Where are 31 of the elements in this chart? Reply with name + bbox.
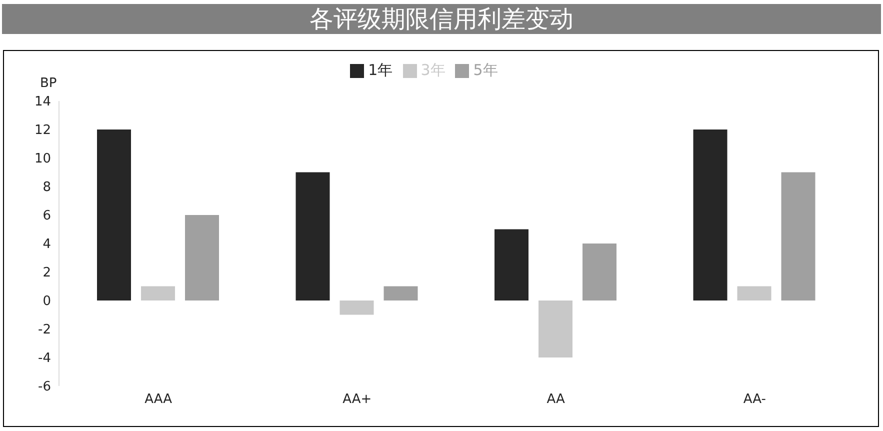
- y-tick-label: 6: [42, 208, 51, 224]
- bar: [494, 229, 528, 300]
- bar: [737, 286, 772, 300]
- x-tick-label: AAA: [144, 392, 172, 408]
- bar: [582, 244, 616, 300]
- x-tick-label: AA: [546, 392, 566, 408]
- bar: [141, 286, 175, 300]
- x-tick-label: AA-: [743, 392, 766, 408]
- bar: [538, 300, 572, 358]
- bar: [384, 286, 418, 300]
- legend-label: 1年: [368, 61, 393, 79]
- chart-title: 各评级期限信用利差变动: [2, 4, 881, 34]
- y-tick-label: -2: [38, 322, 51, 338]
- y-tick-label: 4: [42, 237, 51, 252]
- bar: [693, 130, 728, 300]
- bar: [781, 172, 816, 300]
- legend-label: 5年: [473, 61, 498, 79]
- y-tick-label: 2: [42, 266, 51, 281]
- y-tick-label: 8: [42, 180, 51, 196]
- y-tick-label: 12: [34, 123, 51, 138]
- bar: [296, 172, 330, 300]
- bar: [185, 215, 219, 300]
- bar: [340, 300, 374, 315]
- y-axis-title: BP: [40, 76, 57, 91]
- y-tick-label: 14: [34, 94, 51, 110]
- y-tick-label: 10: [34, 152, 51, 167]
- y-tick-label: -4: [38, 351, 51, 366]
- y-tick-label: -6: [38, 380, 51, 395]
- bar: [97, 130, 131, 300]
- y-tick-label: 0: [42, 294, 51, 310]
- x-tick-label: AA+: [342, 392, 372, 408]
